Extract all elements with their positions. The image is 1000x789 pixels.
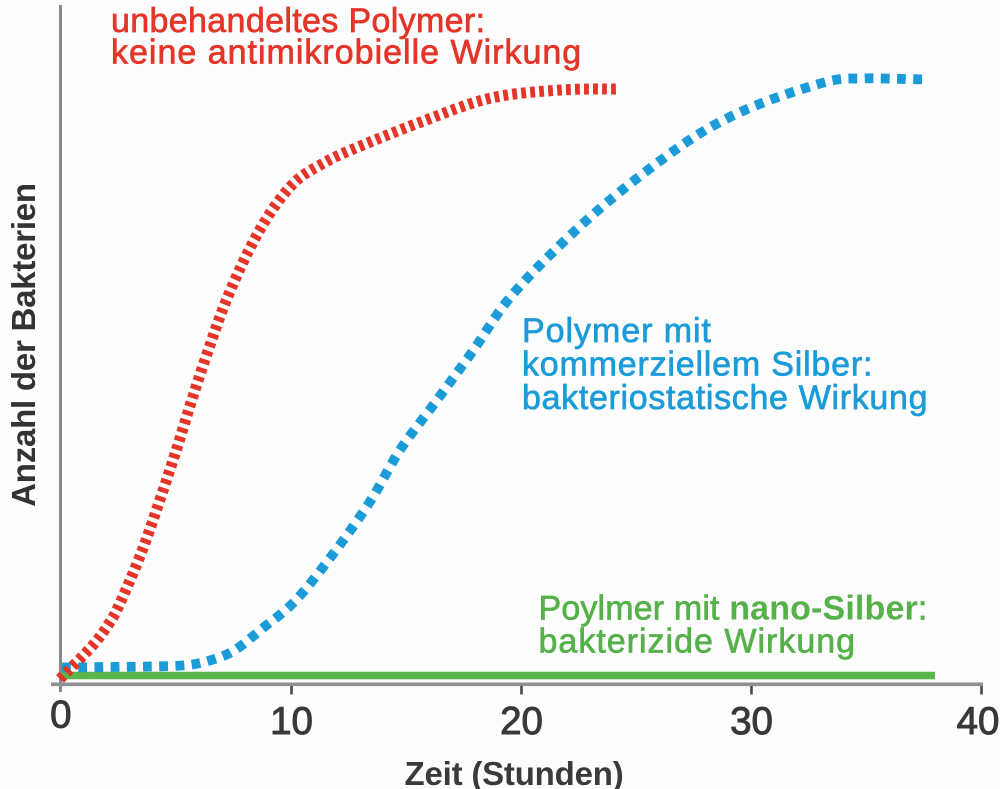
svg-text:20: 20 — [500, 700, 543, 743]
svg-text:30: 30 — [730, 700, 773, 743]
svg-text:40: 40 — [957, 700, 1000, 743]
svg-text:keine antimikrobielle Wirkung: keine antimikrobielle Wirkung — [111, 33, 582, 71]
svg-text:Anzahl der Bakterien: Anzahl der Bakterien — [5, 183, 42, 507]
svg-text:0: 0 — [50, 694, 71, 737]
svg-text:Zeit (Stunden): Zeit (Stunden) — [405, 755, 624, 789]
svg-text:bakterizide Wirkung: bakterizide Wirkung — [539, 623, 857, 661]
svg-text:10: 10 — [270, 700, 313, 743]
svg-text:unbehandeltes Polymer:: unbehandeltes Polymer: — [111, 2, 485, 40]
svg-text:bakteriostatische Wirkung: bakteriostatische Wirkung — [522, 379, 928, 417]
svg-text:kommerziellem Silber:: kommerziellem Silber: — [522, 346, 873, 384]
svg-text:Polymer mit: Polymer mit — [522, 312, 712, 350]
svg-text:Poylmer mit nano-Silber:: Poylmer mit nano-Silber: — [539, 590, 928, 628]
